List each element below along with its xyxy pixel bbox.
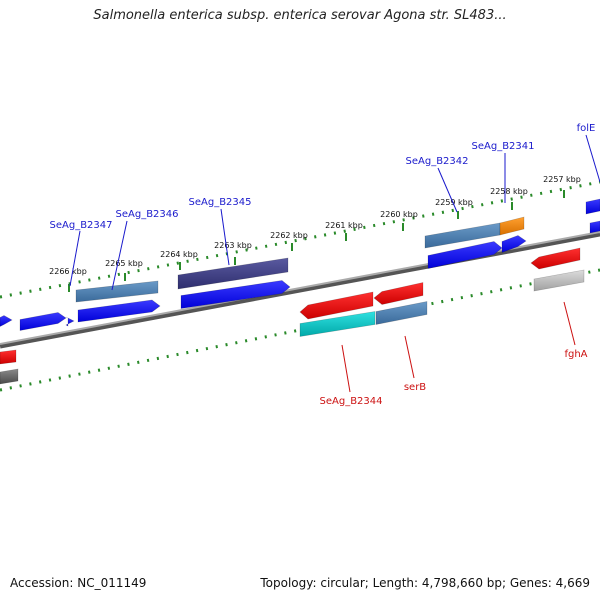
leader-line [563, 301, 576, 346]
gene-arrow [533, 269, 585, 292]
accession-text: Accession: NC_011149 [10, 576, 147, 590]
gene-label-reverse: serB [404, 382, 426, 393]
gene-arrow [585, 198, 600, 215]
gene-arrow [77, 299, 161, 323]
gene-arrow [19, 312, 67, 331]
gene-arrow [180, 280, 291, 309]
gene-arrow [65, 316, 75, 327]
tick-label: 2258 kbp [490, 187, 528, 196]
leader-line [220, 208, 230, 266]
leader-line [404, 335, 415, 379]
gene-arrow [589, 220, 600, 234]
tick-label: 2261 kbp [325, 221, 363, 230]
gene-label-reverse: fghA [564, 349, 587, 360]
tick-label: 2262 kbp [270, 231, 308, 240]
gene-label-reverse: SeAg_B2344 [320, 396, 383, 407]
backbone-shadow [0, 231, 600, 349]
gene-label-forward: SeAg_B2347 [50, 220, 113, 231]
tick-label: 2263 kbp [214, 241, 252, 250]
gene-label-forward: SeAg_B2341 [472, 141, 535, 152]
gene-arrow [501, 235, 527, 253]
tick-label: 2259 kbp [435, 198, 473, 207]
gene-arrow [0, 349, 17, 365]
tick-label: 2257 kbp [543, 175, 581, 184]
gene-arrow [499, 216, 525, 236]
gene-arrow [75, 280, 159, 303]
backbone-highlight [0, 231, 600, 345]
gene-arrow [299, 291, 374, 320]
gene-label-forward: SeAg_B2346 [116, 209, 179, 220]
topology-text: Topology: circular; Length: 4,798,660 bp… [260, 576, 590, 590]
leader-line [585, 134, 600, 183]
tick-label: 2260 kbp [380, 210, 418, 219]
leader-line [69, 230, 81, 287]
leader-line [111, 220, 128, 291]
gene-label-forward: folE [577, 123, 596, 134]
leader-line [437, 167, 458, 213]
gene-arrow [299, 311, 376, 337]
gene-arrow [0, 368, 19, 385]
tick-label: 2264 kbp [160, 250, 198, 259]
gene-arrow [177, 257, 289, 290]
gene-arrow [0, 315, 13, 327]
tick-label: 2266 kbp [49, 267, 87, 276]
gene-arrow [375, 301, 428, 325]
leader-line [341, 344, 351, 393]
genome-title: Salmonella enterica subsp. enterica sero… [93, 8, 507, 23]
gene-label-forward: SeAg_B2342 [406, 156, 469, 167]
gene-arrow [530, 247, 581, 270]
gene-arrow [373, 282, 424, 305]
gene-label-forward: SeAg_B2345 [189, 197, 252, 208]
tick-label: 2265 kbp [105, 259, 143, 268]
gene-arrow [427, 241, 503, 269]
